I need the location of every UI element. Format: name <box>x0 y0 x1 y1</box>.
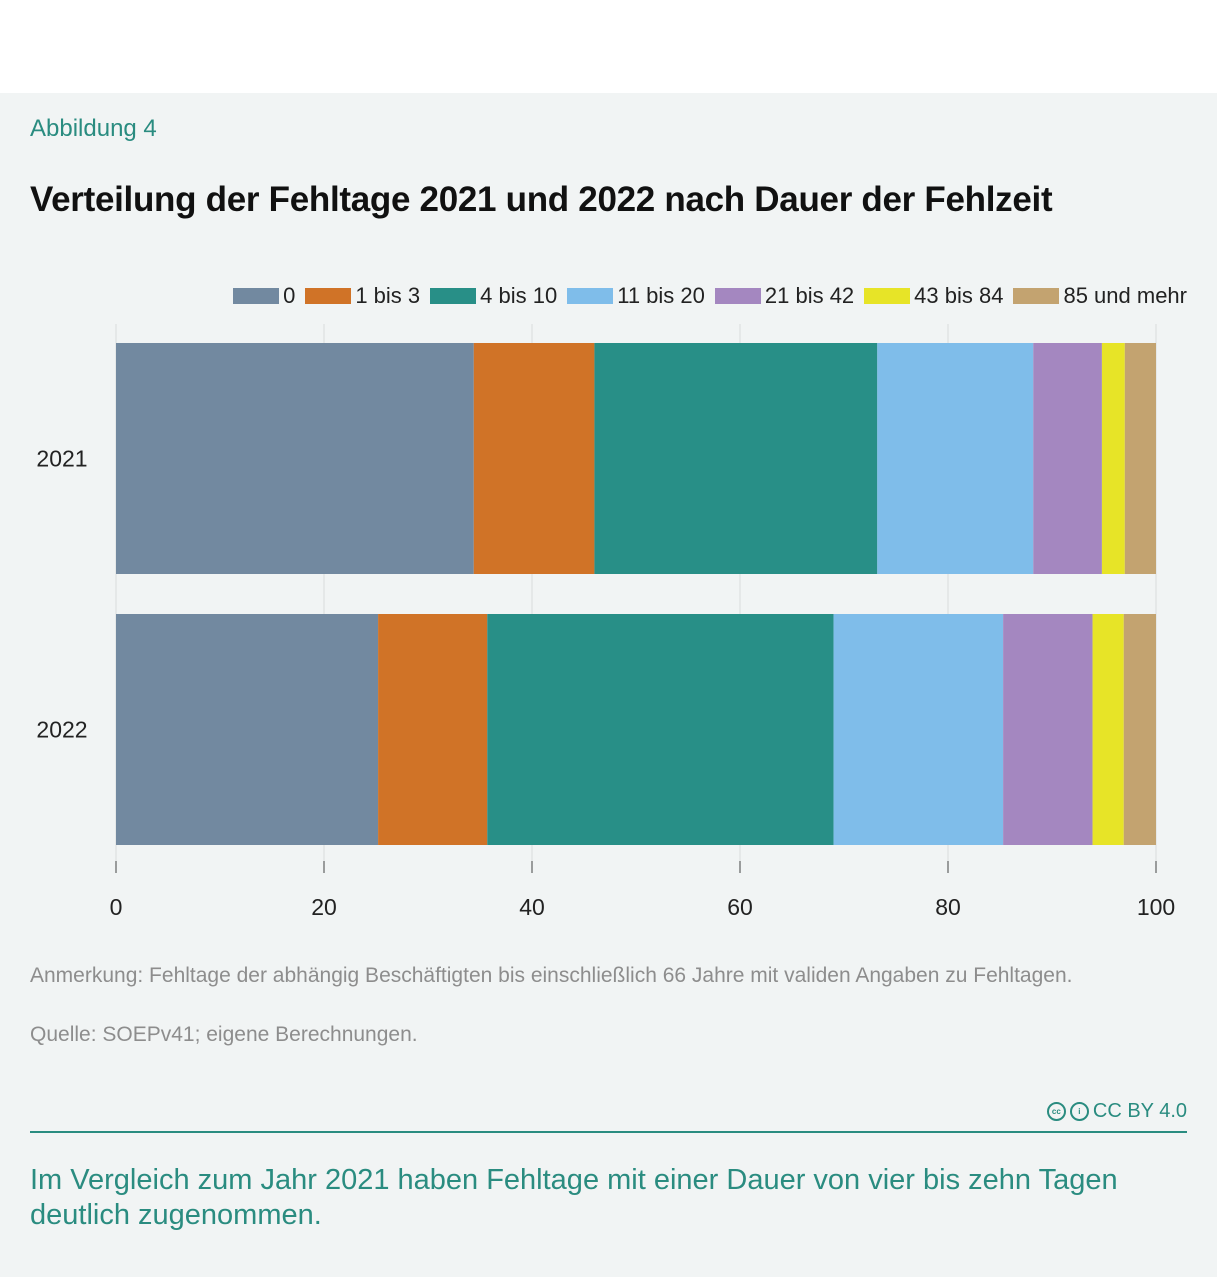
cc-icon: cc <box>1046 1102 1066 1121</box>
legend-label: 85 und mehr <box>1063 283 1187 308</box>
license-text: CC BY 4.0 <box>1092 1100 1187 1122</box>
legend-swatch <box>430 288 477 304</box>
takeaway-text: Im Vergleich zum Jahr 2021 haben Fehltag… <box>30 1164 1118 1231</box>
x-tick-label: 40 <box>519 894 545 920</box>
legend-label: 43 bis 84 <box>914 283 1004 308</box>
legend-label: 1 bis 3 <box>355 283 421 308</box>
category-label: 2021 <box>36 446 87 472</box>
legend-swatch <box>864 288 911 304</box>
legend-label: 21 bis 42 <box>764 283 855 308</box>
bar-segment-2022-6 <box>1123 614 1156 845</box>
bar-segment-2022-5 <box>1092 614 1124 845</box>
legend-swatch <box>714 288 761 304</box>
bar-segment-2021-2 <box>594 343 878 574</box>
bar-segment-2022-4 <box>1003 614 1093 845</box>
bar-segment-2021-5 <box>1101 343 1125 574</box>
legend-item: 85 und mehr <box>1013 283 1187 309</box>
bar-segment-2021-4 <box>1033 343 1102 574</box>
bar-segment-2022-3 <box>833 614 1004 845</box>
bar-segment-2022-2 <box>487 614 834 845</box>
legend-label: 4 bis 10 <box>480 283 558 308</box>
bar-segment-2021-1 <box>473 343 595 574</box>
legend-swatch <box>567 288 614 304</box>
x-tick-label: 80 <box>935 894 961 920</box>
legend-swatch <box>305 288 352 304</box>
chart-legend: 0 1 bis 3 4 bis 10 11 bis 20 21 bis 42 43 bis… <box>233 282 1187 310</box>
bar-segment-2022-0 <box>116 614 379 845</box>
legend-item: 0 <box>233 283 295 309</box>
legend-item: 4 bis 10 <box>430 283 557 309</box>
legend-label: 0 <box>283 283 296 308</box>
bar-segment-2022-1 <box>378 614 488 845</box>
chart-title: Verteilung der Fehltage 2021 und 2022 na… <box>30 180 1053 219</box>
x-tick-label: 20 <box>311 894 337 920</box>
attribution-icon: i <box>1069 1102 1089 1121</box>
legend-label: 11 bis 20 <box>617 283 705 308</box>
x-tick-label: 60 <box>727 894 753 920</box>
legend-item: 11 bis 20 <box>567 283 705 309</box>
category-label: 2022 <box>36 717 87 743</box>
license-badge: cc i CC BY 4.0 <box>1046 1100 1187 1123</box>
legend-item: 1 bis 3 <box>305 283 420 309</box>
x-tick-label: 100 <box>1137 894 1175 920</box>
bar-segment-2021-6 <box>1124 343 1156 574</box>
stacked-bar-chart: 2021 2022 0 20 40 60 80 100 <box>36 324 1175 920</box>
x-tick-label: 0 <box>110 894 123 920</box>
legend-swatch <box>233 288 280 304</box>
divider <box>30 1131 1187 1133</box>
legend-item: 21 bis 42 <box>714 283 855 309</box>
chart-source: Quelle: SOEPv41; eigene Berechnungen. <box>30 1023 418 1046</box>
bar-segment-2021-0 <box>116 343 474 574</box>
chart-note: Anmerkung: Fehltage der abhängig Beschäf… <box>30 964 1073 987</box>
legend-item: 43 bis 84 <box>864 283 1003 309</box>
legend-swatch <box>1013 288 1060 304</box>
bar-segment-2021-3 <box>877 343 1034 574</box>
figure-kicker: Abbildung 4 <box>30 115 157 142</box>
